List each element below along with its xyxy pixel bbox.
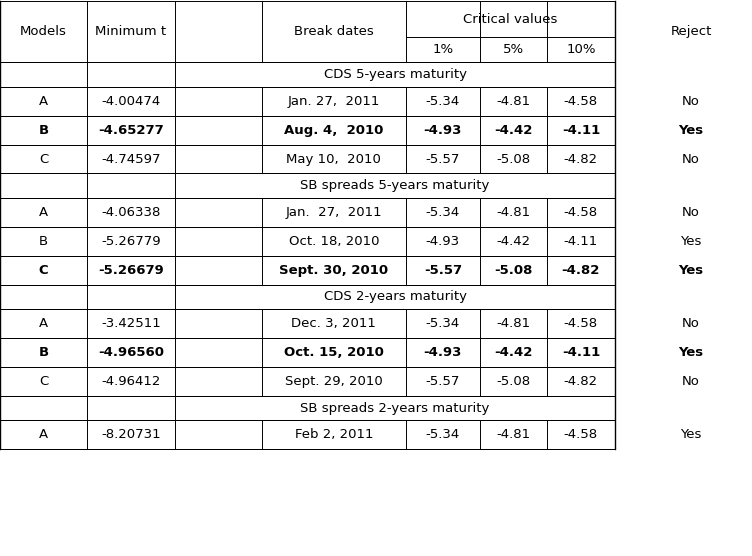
Text: -4.58: -4.58	[564, 428, 598, 441]
Text: CDS 5-years maturity: CDS 5-years maturity	[323, 68, 467, 81]
Text: -4.11: -4.11	[562, 346, 600, 359]
Text: -5.34: -5.34	[426, 95, 460, 108]
Text: -4.58: -4.58	[564, 206, 598, 219]
Text: -5.57: -5.57	[424, 264, 462, 277]
Text: -5.57: -5.57	[426, 375, 460, 388]
Text: Yes: Yes	[678, 264, 704, 277]
Text: C: C	[38, 264, 48, 277]
Text: C: C	[39, 152, 48, 166]
Text: -5.08: -5.08	[494, 264, 532, 277]
Text: -4.93: -4.93	[423, 346, 462, 359]
Text: Break dates: Break dates	[294, 25, 374, 38]
Text: No: No	[682, 317, 700, 330]
Text: -4.82: -4.82	[564, 375, 598, 388]
Text: -5.08: -5.08	[496, 375, 530, 388]
Text: -4.81: -4.81	[496, 428, 530, 441]
Text: -4.42: -4.42	[496, 235, 530, 248]
Text: No: No	[682, 152, 700, 166]
Text: -5.34: -5.34	[426, 317, 460, 330]
Text: -3.42511: -3.42511	[102, 317, 161, 330]
Text: -5.26779: -5.26779	[102, 235, 161, 248]
Text: Aug. 4,  2010: Aug. 4, 2010	[284, 123, 384, 137]
Text: Jan.  27,  2011: Jan. 27, 2011	[286, 206, 382, 219]
Text: -5.34: -5.34	[426, 428, 460, 441]
Text: C: C	[39, 375, 48, 388]
Text: -4.42: -4.42	[494, 346, 532, 359]
Text: -4.11: -4.11	[564, 235, 598, 248]
Text: SB spreads 5-years maturity: SB spreads 5-years maturity	[301, 179, 490, 192]
Text: -4.96560: -4.96560	[98, 346, 164, 359]
Text: -4.42: -4.42	[494, 123, 532, 137]
Text: Yes: Yes	[678, 346, 704, 359]
Text: Feb 2, 2011: Feb 2, 2011	[295, 428, 373, 441]
Text: -4.58: -4.58	[564, 95, 598, 108]
Text: Yes: Yes	[678, 123, 704, 137]
Text: No: No	[682, 375, 700, 388]
Text: Dec. 3, 2011: Dec. 3, 2011	[292, 317, 376, 330]
Text: Critical values: Critical values	[463, 13, 558, 26]
Text: -5.57: -5.57	[426, 152, 460, 166]
Text: A: A	[39, 206, 48, 219]
Text: -4.65277: -4.65277	[99, 123, 164, 137]
Text: -4.00474: -4.00474	[102, 95, 161, 108]
Text: A: A	[39, 317, 48, 330]
Text: 1%: 1%	[432, 43, 453, 56]
Text: -5.26679: -5.26679	[99, 264, 164, 277]
Text: Oct. 15, 2010: Oct. 15, 2010	[284, 346, 384, 359]
Text: -4.82: -4.82	[564, 152, 598, 166]
Text: 5%: 5%	[502, 43, 524, 56]
Text: A: A	[39, 428, 48, 441]
Text: CDS 2-years maturity: CDS 2-years maturity	[323, 290, 467, 304]
Text: -4.93: -4.93	[423, 123, 462, 137]
Text: No: No	[682, 95, 700, 108]
Text: Oct. 18, 2010: Oct. 18, 2010	[289, 235, 379, 248]
Text: -4.06338: -4.06338	[102, 206, 161, 219]
Text: -4.11: -4.11	[562, 123, 600, 137]
Text: A: A	[39, 95, 48, 108]
Text: Reject: Reject	[670, 25, 712, 38]
Text: Yes: Yes	[681, 428, 702, 441]
Text: -4.93: -4.93	[426, 235, 460, 248]
Text: Sept. 30, 2010: Sept. 30, 2010	[279, 264, 389, 277]
Text: -5.08: -5.08	[496, 152, 530, 166]
Text: Jan. 27,  2011: Jan. 27, 2011	[288, 95, 380, 108]
Text: May 10,  2010: May 10, 2010	[287, 152, 381, 166]
Text: -4.81: -4.81	[496, 95, 530, 108]
Text: -4.58: -4.58	[564, 317, 598, 330]
Text: 10%: 10%	[566, 43, 596, 56]
Text: No: No	[682, 206, 700, 219]
Text: -8.20731: -8.20731	[102, 428, 161, 441]
Text: -4.81: -4.81	[496, 317, 530, 330]
Text: Minimum t: Minimum t	[96, 25, 167, 38]
Text: -4.74597: -4.74597	[102, 152, 161, 166]
Text: -4.82: -4.82	[562, 264, 600, 277]
Text: -5.34: -5.34	[426, 206, 460, 219]
Text: B: B	[38, 346, 48, 359]
Text: Sept. 29, 2010: Sept. 29, 2010	[285, 375, 383, 388]
Text: SB spreads 2-years maturity: SB spreads 2-years maturity	[301, 401, 490, 415]
Text: Models: Models	[20, 25, 67, 38]
Text: B: B	[39, 235, 48, 248]
Text: B: B	[38, 123, 48, 137]
Text: -4.81: -4.81	[496, 206, 530, 219]
Text: -4.96412: -4.96412	[102, 375, 161, 388]
Text: Yes: Yes	[681, 235, 702, 248]
